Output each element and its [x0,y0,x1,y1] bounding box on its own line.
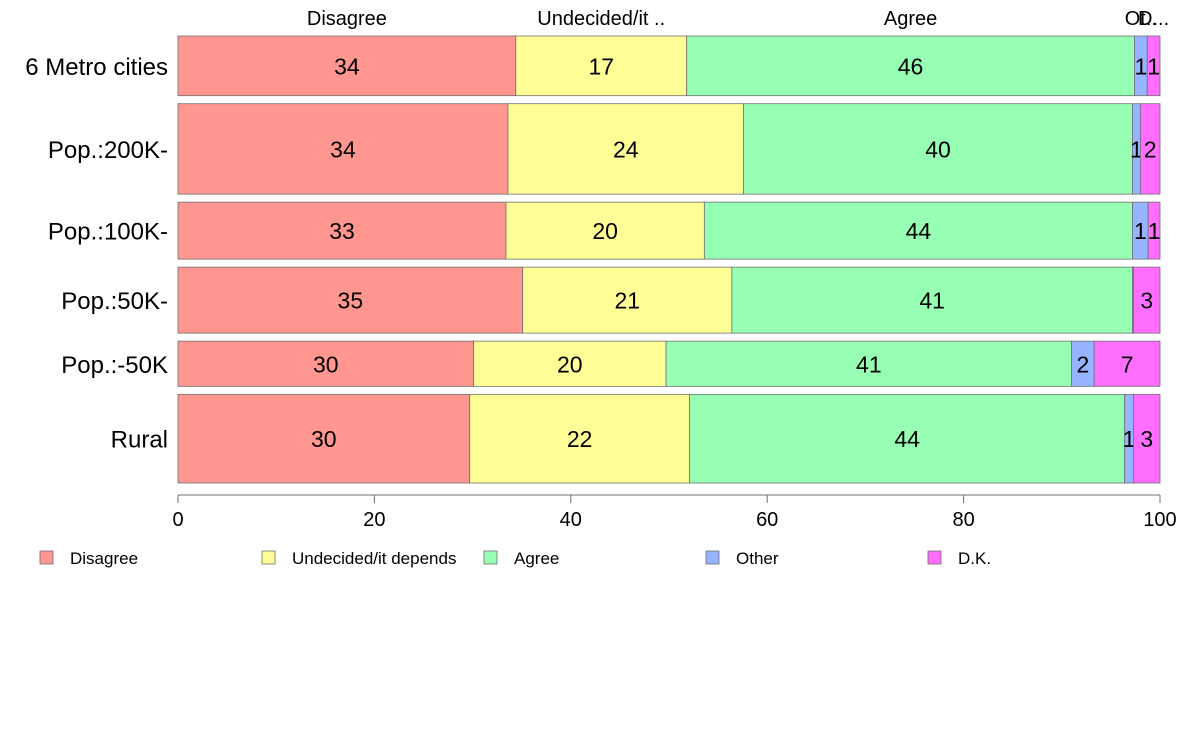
data-label: 33 [329,218,355,244]
bar-row-pop-50k: Pop.:-50K 30 20 41 2 7 [61,340,1161,387]
top-label-other: Ot.. [1125,8,1157,30]
legend-item-other: Other [705,549,779,568]
legend-item-undecided-it-depends: Undecided/it depends [261,549,456,568]
legend-item-agree: Agree [483,549,559,568]
bar-row-pop-100k: Pop.:100K- 33 20 44 1 1 [48,201,1161,260]
data-label: 1 [1134,53,1147,79]
data-label: 1 [1130,136,1143,162]
data-label: 41 [856,351,882,377]
data-label: 41 [919,288,945,314]
x-tick-label: 80 [952,509,974,531]
bar-segment-undecided-it-depends [507,103,745,195]
data-label: 21 [614,288,640,314]
legend-swatch [261,550,276,565]
bar-segment-disagree [177,201,507,260]
data-label: 35 [338,288,364,314]
bar-segment-d-k [1139,103,1161,195]
x-tick-label: 100 [1143,509,1176,531]
legend-item-disagree: Disagree [39,549,138,568]
top-label-disagree: Disagree [307,8,387,30]
x-axis: 0 20 40 60 80 100 [172,494,1177,531]
legend-label: Undecided/it depends [292,549,456,568]
x-tick-label: 60 [756,509,778,531]
bar-segment-undecided-it-depends [522,266,733,334]
legend-label: Agree [514,549,559,568]
data-label: 7 [1121,351,1134,377]
top-labels: Disagree Undecided/it .. Agree Ot..D... [307,8,1169,30]
bar-segment-d-k [1147,201,1161,260]
bar-segment-agree [743,103,1133,195]
bar-segment-disagree [177,340,474,387]
bar-segment-d-k [1093,340,1161,387]
top-label-undecided-it-depends: Undecided/it .. [537,8,665,30]
bar-segment-disagree [177,103,509,195]
bar-segment-undecided-it-depends [473,340,667,387]
bar-segment-agree [731,266,1133,334]
legend-swatch [927,550,942,565]
bar-row-pop-200k: Pop.:200K- 34 24 40 1 2 [48,103,1161,195]
bar-segment-agree [665,340,1073,387]
bar-row-rural: Rural 30 22 44 1 3 [111,393,1161,484]
legend-item-d-k: D.K. [927,549,991,568]
bar-segment-d-k [1133,393,1161,484]
data-label: 24 [613,136,639,162]
x-tick-label: 40 [560,509,582,531]
bar-segment-agree [689,393,1126,484]
legend-label: Disagree [70,549,138,568]
data-label: 46 [898,53,924,79]
data-label: 44 [906,218,932,244]
data-label: 1 [1147,53,1160,79]
data-label: 20 [592,218,618,244]
category-label: Pop.:100K- [48,219,168,246]
bar-segment-d-k [1146,35,1161,97]
data-label: 34 [330,136,356,162]
data-label: 17 [588,53,614,79]
data-label: 1 [1123,426,1136,452]
bar-segment-undecided-it-depends [505,201,705,260]
data-label: 2 [1144,136,1157,162]
data-label: 3 [1140,426,1153,452]
category-label: Pop.:50K- [61,288,168,315]
bar-segment-agree [703,201,1133,260]
category-label: 6 Metro cities [25,54,168,81]
x-tick-label: 20 [363,509,385,531]
bar-segment-d-k [1133,266,1161,334]
data-label: 22 [567,426,593,452]
legend-label: Other [736,549,779,568]
data-label: 30 [313,351,339,377]
x-tick-label: 0 [172,509,183,531]
data-label: 44 [894,426,920,452]
data-label: 2 [1077,351,1090,377]
legend-swatch [39,550,54,565]
legend-label: D.K. [958,549,991,568]
category-label: Pop.:-50K [61,352,168,379]
top-label-agree: Agree [884,8,937,30]
data-label: 20 [557,351,583,377]
bar-segment-disagree [177,266,524,334]
legend: Disagree Undecided/it depends Agree Other D.… [39,549,991,568]
bar-segment-undecided-it-depends [515,35,688,97]
legend-swatch [705,550,720,565]
category-label: Rural [111,427,168,454]
data-label: 1 [1134,218,1147,244]
data-label: 3 [1140,288,1153,314]
data-label: 30 [311,426,337,452]
data-label: 34 [334,53,360,79]
legend-swatch [483,550,498,565]
bar-row-pop-50k: Pop.:50K- 35 21 41 3 [61,266,1161,334]
category-label: Pop.:200K- [48,137,168,164]
top-label-d-k: D... [1138,8,1169,30]
data-label: 1 [1148,218,1161,244]
bar-row-6-metro-cities: 6 Metro cities 34 17 46 1 1 [25,35,1161,97]
data-label: 40 [925,136,951,162]
bar-segment-undecided-it-depends [469,393,691,484]
